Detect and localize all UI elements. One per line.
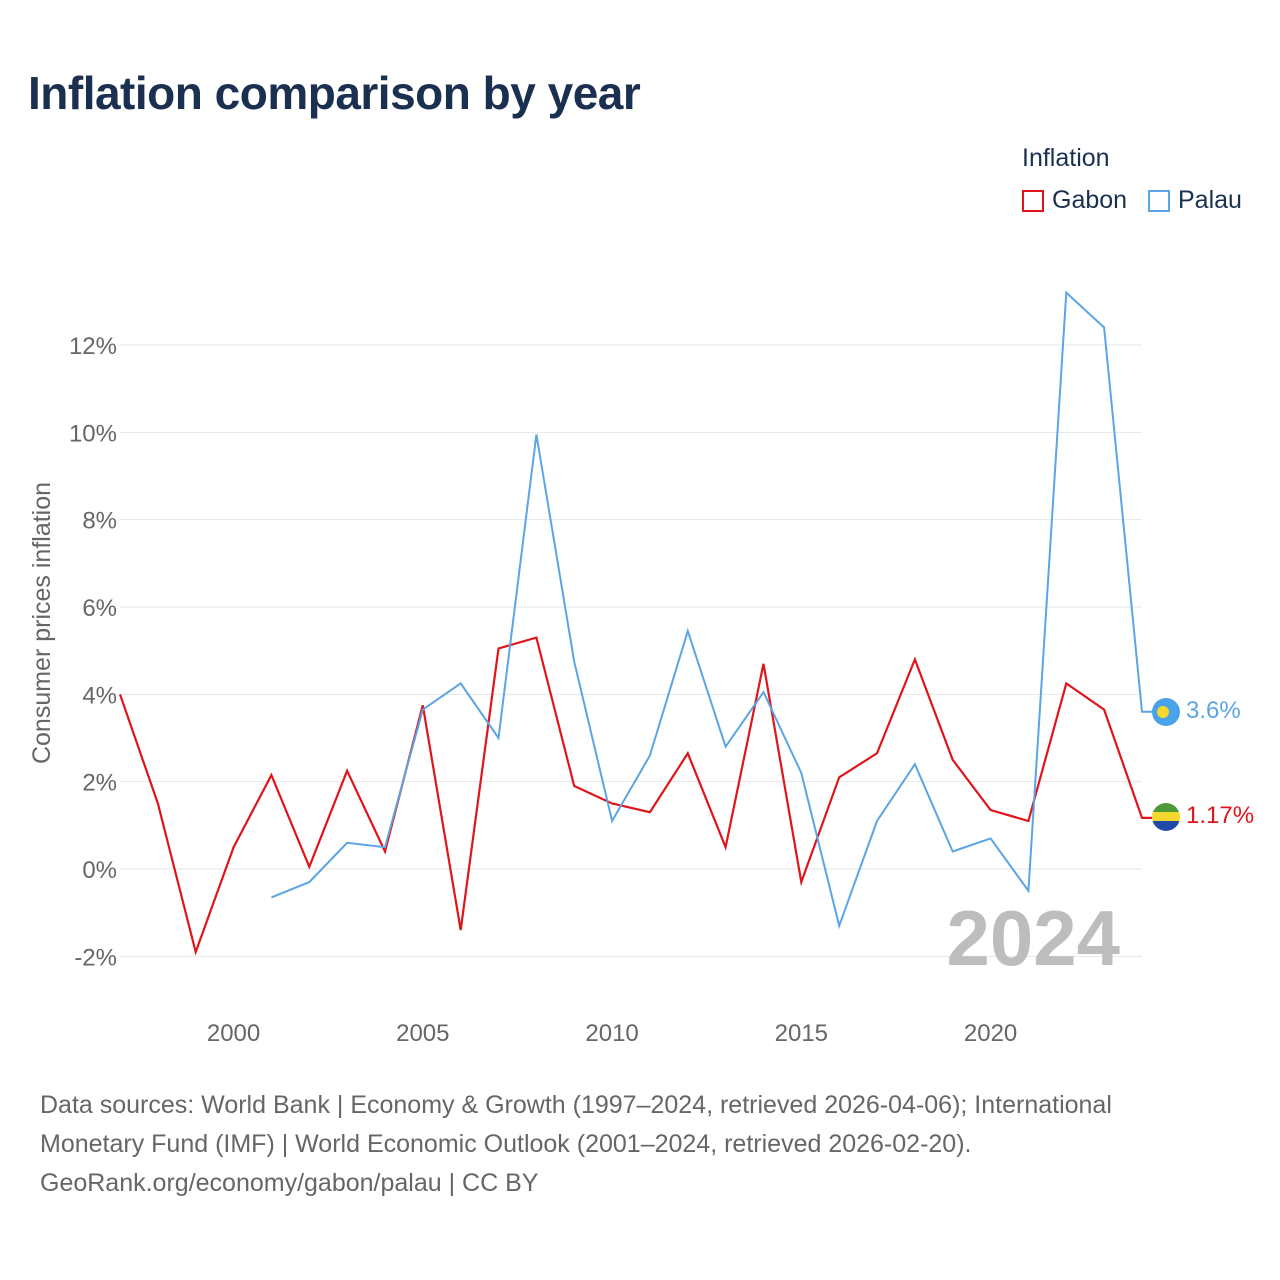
source-note: Data sources: World Bank | Economy & Gro…: [40, 1086, 1240, 1203]
x-tick-label: 2020: [964, 1020, 1017, 1047]
chart-title: Inflation comparison by year: [28, 67, 641, 119]
year-watermark: 2024: [946, 894, 1120, 982]
palau-end-label: 3.6%: [1186, 697, 1241, 724]
gabon-flag-icon: [1152, 803, 1180, 831]
legend-item-palau[interactable]: Palau: [1148, 186, 1242, 215]
series-lines: [118, 290, 1152, 956]
series-line-gabon[interactable]: [118, 636, 1152, 956]
y-tick-label: 8%: [82, 508, 117, 535]
x-axis-ticks: 2000 2005 2010 2015 2020: [207, 1020, 1017, 1047]
legend-label-gabon: Gabon: [1052, 186, 1128, 214]
x-tick-label: 2010: [585, 1020, 638, 1047]
y-tick-label: 6%: [82, 595, 117, 622]
grid-lines: [120, 344, 1142, 957]
y-tick-label: 10%: [69, 420, 117, 447]
y-tick-label: 2%: [82, 770, 117, 797]
x-tick-label: 2015: [775, 1020, 828, 1047]
y-axis-ticks: -2% 0% 2% 4% 6% 8% 10% 12%: [69, 333, 117, 971]
legend-swatch-gabon: [1022, 189, 1044, 212]
y-tick-label: 12%: [69, 333, 117, 360]
source-line-3[interactable]: GeoRank.org/economy/gabon/palau | CC BY: [40, 1169, 539, 1197]
y-tick-label: -2%: [74, 944, 117, 971]
line-chart: -2% 0% 2% 4% 6% 8% 10% 12% 2000 2005 2010 2015 2020…: [28, 290, 1254, 1047]
legend-swatch-palau: [1148, 189, 1170, 212]
x-tick-label: 2000: [207, 1020, 260, 1047]
source-line-1: Data sources: World Bank | Economy & Gro…: [40, 1091, 1112, 1119]
legend-title: Inflation: [1022, 144, 1110, 172]
gabon-end-label: 1.17%: [1186, 802, 1254, 829]
series-line-palau[interactable]: [271, 290, 1152, 930]
end-markers: 3.6% 1.17%: [1152, 697, 1254, 831]
source-line-2: Monetary Fund (IMF) | World Economic Out…: [40, 1130, 972, 1158]
legend-label-palau: Palau: [1178, 186, 1242, 214]
palau-flag-icon: [1152, 698, 1180, 726]
y-tick-label: 0%: [82, 857, 117, 884]
y-axis-label: Consumer prices inflation: [28, 482, 56, 764]
legend-item-gabon[interactable]: Gabon: [1022, 186, 1127, 215]
y-tick-label: 4%: [82, 682, 117, 709]
x-tick-label: 2005: [396, 1020, 449, 1047]
